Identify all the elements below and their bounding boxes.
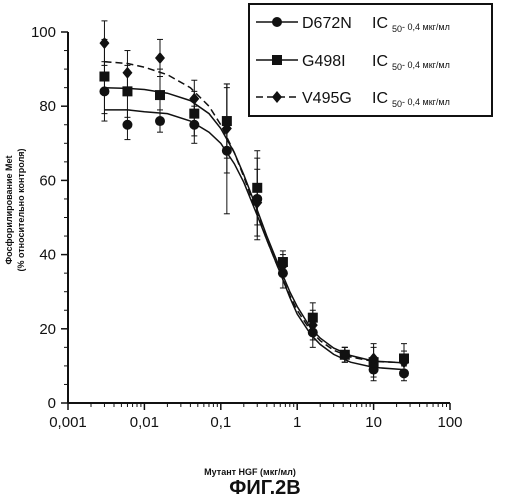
legend-ic-value-d672n: - 0,4 мкг/мл <box>402 22 450 32</box>
data-point-d672n <box>122 120 132 130</box>
y-tick-label: 60 <box>39 172 56 189</box>
data-point-d672n <box>399 368 409 378</box>
legend-label-v495g: V495G <box>302 90 352 107</box>
legend-ic-g498i: IC <box>372 53 388 70</box>
x-axis-title: Мутант HGF (мкг/мл) <box>204 467 296 477</box>
x-tick-label: 0,001 <box>49 414 87 431</box>
x-tick-label: 100 <box>437 414 462 431</box>
data-point-g498i <box>155 90 165 100</box>
data-point-g498i <box>189 109 199 119</box>
data-point-v495g <box>122 67 132 79</box>
x-tick-label: 0,1 <box>210 414 231 431</box>
legend-marker-g498i <box>272 55 282 65</box>
data-point-g498i <box>99 72 109 82</box>
legend-ic-sub-v495g: 50 <box>392 99 402 109</box>
legend: D672N IC 50 - 0,4 мкг/мл G498I IC 50 - 0,4 мк… <box>249 4 492 116</box>
legend-label-g498i: G498I <box>302 53 346 70</box>
y-tick-label: 0 <box>48 395 56 412</box>
data-point-d672n <box>155 116 165 126</box>
legend-ic-d672n: IC <box>372 15 388 32</box>
fit-curve-g498i <box>105 88 405 363</box>
data-point-d672n <box>99 86 109 96</box>
x-tick-label: 0,01 <box>130 414 159 431</box>
y-axis-subtitle: (% относительно контроля) <box>16 148 26 271</box>
data-point-g498i <box>252 183 262 193</box>
data-point-d672n <box>222 146 232 156</box>
y-tick-label: 20 <box>39 321 56 338</box>
data-point-v495g <box>155 52 165 64</box>
y-tick-label: 80 <box>39 98 56 115</box>
data-point-g498i <box>122 86 132 96</box>
legend-ic-value-v495g: - 0,4 мкг/мл <box>402 97 450 107</box>
x-ticks: 0,001 0,01 0,1 1 10 100 <box>49 403 462 431</box>
legend-ic-sub-d672n: 50 <box>392 24 402 34</box>
y-ticks: 0 20 40 60 80 100 <box>31 24 68 412</box>
y-tick-label: 40 <box>39 247 56 264</box>
legend-ic-sub-g498i: 50 <box>392 62 402 72</box>
y-axis-title-group: Фосфорилирование Met (% относительно кон… <box>4 148 26 271</box>
legend-ic-v495g: IC <box>372 90 388 107</box>
legend-label-d672n: D672N <box>302 15 352 32</box>
fit-curve-d672n <box>105 110 405 370</box>
x-tick-label: 10 <box>365 414 382 431</box>
data-point-d672n <box>189 120 199 130</box>
figure-label: ФИГ.2B <box>229 477 300 499</box>
data-point-v495g <box>99 37 109 49</box>
y-axis-title: Фосфорилирование Met <box>4 156 14 265</box>
legend-marker-d672n <box>272 17 282 27</box>
y-tick-label: 100 <box>31 24 56 41</box>
legend-ic-value-g498i: - 0,4 мкг/мл <box>402 60 450 70</box>
x-tick-label: 1 <box>293 414 301 431</box>
